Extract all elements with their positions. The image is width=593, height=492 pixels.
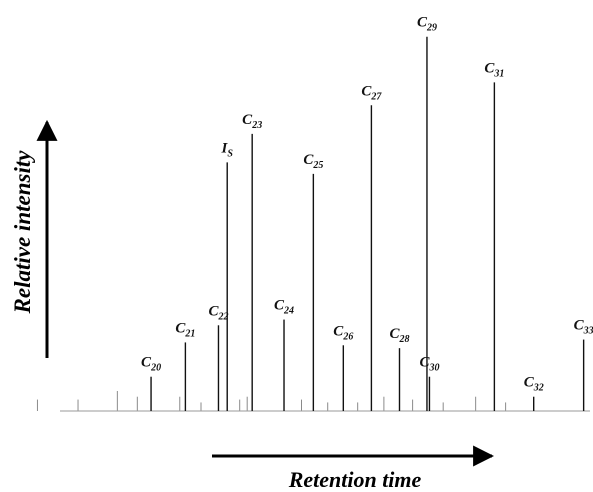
peak-c24-label: C24	[274, 298, 294, 317]
peak-c21-subscript: 21	[184, 328, 195, 339]
baseline-noise	[36, 391, 507, 411]
peak-c22-label: C22	[208, 303, 228, 322]
peak-c27-label: C27	[361, 83, 382, 102]
peak-c30-subscript: 30	[428, 363, 439, 374]
peak-c28-label: C28	[389, 326, 409, 345]
peak-c32-subscript: 32	[533, 383, 544, 394]
peak-c30-label: C30	[419, 355, 439, 374]
peak-labels: C20 C21 C22 IS C23 C24 C25 C26 C27 C28 C29 C30 C31 C3…	[141, 15, 593, 394]
peak-c22-subscript: 22	[217, 311, 228, 322]
peak-c28-subscript: 28	[399, 334, 410, 345]
peak-c27-subscript: 27	[370, 91, 382, 102]
peak-c25-subscript: 25	[312, 160, 323, 171]
peak-c23-subscript: 23	[251, 120, 262, 131]
peak-c29-subscript: 29	[426, 23, 437, 34]
y-axis-title: Relative intensity	[10, 150, 35, 315]
peak-is-label: IS	[221, 140, 234, 159]
peak-c20-label: C20	[141, 355, 161, 374]
peak-c33-label: C33	[574, 318, 593, 337]
peak-is-subscript: S	[227, 148, 233, 159]
peak-c26-label: C26	[333, 323, 353, 342]
peak-lines	[150, 36, 585, 411]
peak-c21-label: C21	[175, 320, 195, 339]
peak-c20-subscript: 20	[150, 363, 161, 374]
peak-c24-subscript: 24	[283, 306, 294, 317]
peak-c31-subscript: 31	[493, 68, 504, 79]
peak-c29-label: C29	[417, 15, 437, 34]
peak-c26-subscript: 26	[342, 331, 353, 342]
peak-c32-label: C32	[524, 375, 544, 394]
peak-c25-label: C25	[303, 152, 323, 171]
peak-c33-subscript: 33	[583, 326, 593, 337]
x-axis-title: Retention time	[288, 467, 422, 492]
peak-c31-label: C31	[484, 60, 504, 79]
peak-c23-label: C23	[242, 112, 262, 131]
